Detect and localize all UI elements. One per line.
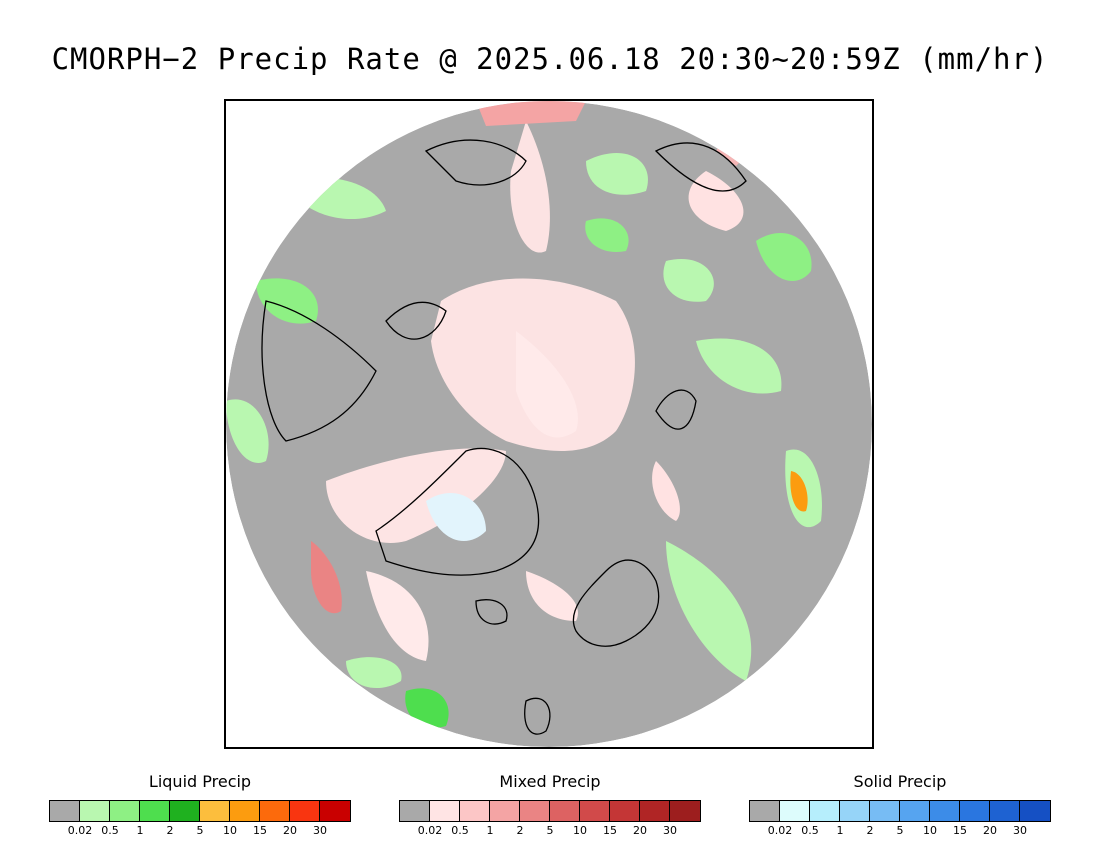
legend-swatch-mixed <box>610 801 640 821</box>
legend-swatch-mixed <box>640 801 670 821</box>
legend-swatch-solid <box>810 801 840 821</box>
legend-solid: Solid Precip 0.02 0.5 1 2 5 10 15 20 30 <box>749 772 1051 838</box>
legend-swatch-liquid <box>170 801 200 821</box>
legend-tick-mixed: 30 <box>663 824 677 837</box>
legend-swatch-mixed <box>460 801 490 821</box>
legend-tick-liquid: 0.02 <box>67 824 93 837</box>
legend-tick-liquid: 5 <box>196 824 204 837</box>
legend-tick-solid: 30 <box>1013 824 1027 837</box>
legend-swatch-mixed <box>430 801 460 821</box>
legend-title-mixed: Mixed Precip <box>499 772 601 791</box>
legend-tick-solid: 0.5 <box>801 824 819 837</box>
legend-ticks-mixed: 0.02 0.5 1 2 5 10 15 20 30 <box>399 822 701 838</box>
legend-tick-mixed: 15 <box>603 824 617 837</box>
legend-tick-solid: 5 <box>896 824 904 837</box>
legend-tick-mixed: 5 <box>546 824 554 837</box>
legend-swatch-liquid <box>50 801 80 821</box>
legend-tick-mixed: 0.5 <box>451 824 469 837</box>
legend-tick-liquid: 15 <box>253 824 267 837</box>
legend-tick-liquid: 0.5 <box>101 824 119 837</box>
legend-swatch-liquid <box>320 801 350 821</box>
legend-title-solid: Solid Precip <box>853 772 947 791</box>
legend-swatch-solid <box>990 801 1020 821</box>
legend-swatch-liquid <box>200 801 230 821</box>
legend-tick-solid: 0.02 <box>767 824 793 837</box>
legend-tick-liquid: 20 <box>283 824 297 837</box>
legend-tick-liquid: 10 <box>223 824 237 837</box>
legend-tick-mixed: 20 <box>633 824 647 837</box>
legend-title-liquid: Liquid Precip <box>148 772 252 791</box>
legend-swatch-liquid <box>140 801 170 821</box>
legend-tick-liquid: 1 <box>136 824 144 837</box>
legend-tick-solid: 20 <box>983 824 997 837</box>
liquid-precip-areas <box>226 152 822 728</box>
legend-swatch-liquid <box>80 801 110 821</box>
coastlines <box>261 139 747 735</box>
legend-swatch-solid <box>870 801 900 821</box>
legend-tick-solid: 1 <box>836 824 844 837</box>
map-title: CMORPH−2 Precip Rate @ 2025.06.18 20:30~… <box>51 42 1049 76</box>
legend-swatch-solid <box>780 801 810 821</box>
precip-map-canvas <box>226 101 872 747</box>
legend-swatch-mixed <box>580 801 610 821</box>
legend-tick-mixed: 0.02 <box>417 824 443 837</box>
legend-swatches-mixed <box>399 800 701 822</box>
legend-tick-liquid: 2 <box>166 824 174 837</box>
legend-swatch-solid <box>840 801 870 821</box>
legend-tick-solid: 2 <box>866 824 874 837</box>
legend-tick-mixed: 1 <box>486 824 494 837</box>
mixed-precip-areas <box>311 101 746 661</box>
legend-swatches-solid <box>749 800 1051 822</box>
legend-swatch-mixed <box>550 801 580 821</box>
legend-mixed: Mixed Precip 0.02 0.5 1 2 5 10 15 20 30 <box>399 772 701 838</box>
legend-tick-solid: 10 <box>923 824 937 837</box>
legend-swatch-liquid <box>110 801 140 821</box>
legend-swatch-solid <box>960 801 990 821</box>
legend-ticks-solid: 0.02 0.5 1 2 5 10 15 20 30 <box>749 822 1051 838</box>
legend-tick-liquid: 30 <box>313 824 327 837</box>
legend-swatch-mixed <box>670 801 700 821</box>
legend-swatch-solid <box>750 801 780 821</box>
legend-tick-mixed: 10 <box>573 824 587 837</box>
legend-swatches-liquid <box>49 800 351 822</box>
legend-swatch-solid <box>930 801 960 821</box>
legend-swatch-mixed <box>490 801 520 821</box>
legend-swatch-solid <box>900 801 930 821</box>
legend-tick-solid: 15 <box>953 824 967 837</box>
legend-swatch-mixed <box>520 801 550 821</box>
legend-liquid: Liquid Precip 0.02 0.5 1 2 5 10 15 20 30 <box>49 772 351 838</box>
legend-swatch-liquid <box>230 801 260 821</box>
legend-swatch-liquid <box>260 801 290 821</box>
legend-tick-mixed: 2 <box>516 824 524 837</box>
legend-swatch-liquid <box>290 801 320 821</box>
legend-swatch-solid <box>1020 801 1050 821</box>
legend-ticks-liquid: 0.02 0.5 1 2 5 10 15 20 30 <box>49 822 351 838</box>
legend-swatch-mixed <box>400 801 430 821</box>
polar-precip-map <box>224 99 874 749</box>
